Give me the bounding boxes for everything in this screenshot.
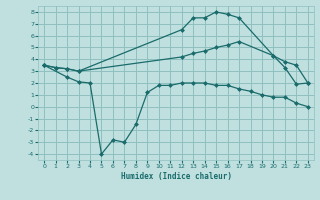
X-axis label: Humidex (Indice chaleur): Humidex (Indice chaleur) xyxy=(121,172,231,181)
